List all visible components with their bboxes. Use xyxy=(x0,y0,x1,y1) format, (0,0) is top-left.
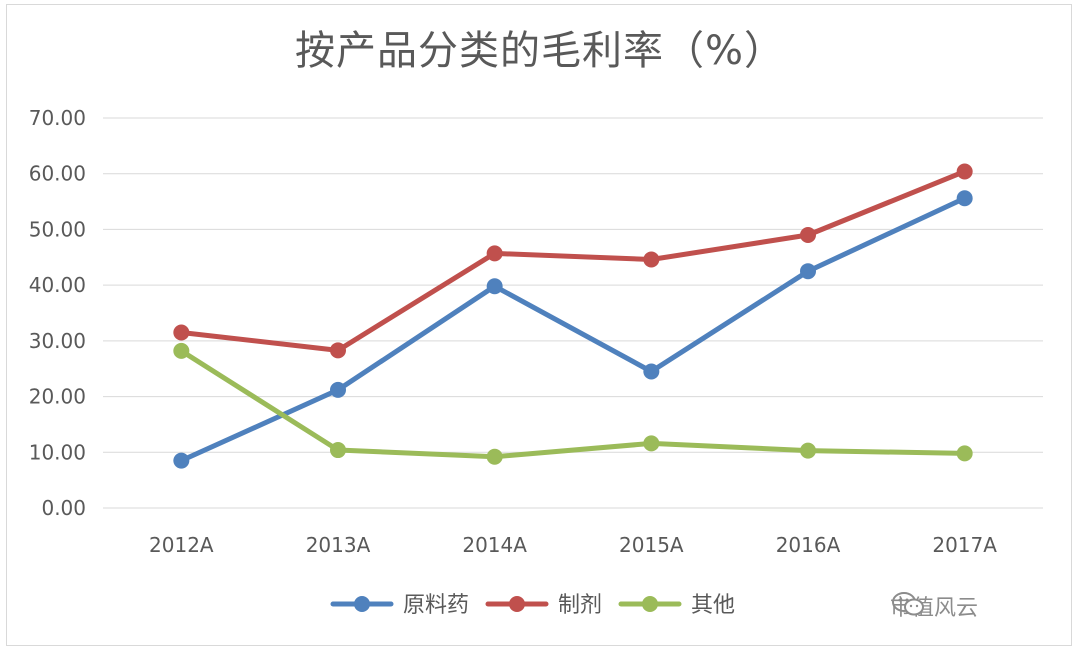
x-tick-label: 2016A xyxy=(776,533,841,557)
series-line-2 xyxy=(178,168,968,353)
data-point xyxy=(330,442,346,459)
data-point xyxy=(173,324,190,341)
chart-title: 按产品分类的毛利率（%） xyxy=(294,28,785,74)
data-point xyxy=(956,445,973,462)
data-point xyxy=(486,245,503,262)
x-tick-label: 2013A xyxy=(306,533,371,557)
x-tick-label: 2014A xyxy=(462,533,527,557)
legend-label: 制剂 xyxy=(558,593,602,618)
data-point xyxy=(956,163,973,180)
data-point xyxy=(800,227,816,243)
y-tick-label: 20.00 xyxy=(29,385,86,409)
data-point xyxy=(800,442,816,459)
wechat-icon xyxy=(892,592,924,616)
y-tick-label: 60.00 xyxy=(29,162,86,186)
data-point xyxy=(643,363,660,380)
legend-marker xyxy=(354,596,370,612)
data-point xyxy=(643,251,660,268)
data-point xyxy=(643,435,660,452)
data-point xyxy=(486,448,503,465)
x-tick-label: 2012A xyxy=(149,533,214,557)
y-tick-label: 50.00 xyxy=(29,217,86,241)
data-point xyxy=(173,452,190,469)
x-tick-label: 2015A xyxy=(619,533,684,557)
y-tick-label: 10.00 xyxy=(29,440,86,464)
y-tick-label: 70.00 xyxy=(29,106,86,130)
data-point xyxy=(330,342,346,359)
data-point xyxy=(173,342,190,359)
y-tick-label: 40.00 xyxy=(29,273,86,297)
data-point xyxy=(956,190,973,207)
series-line-1 xyxy=(178,195,968,464)
watermark: 市值风云 xyxy=(890,590,978,622)
series-line-3 xyxy=(178,348,968,460)
data-point xyxy=(486,278,503,295)
legend-label: 原料药 xyxy=(403,593,469,618)
legend-label: 其他 xyxy=(691,593,735,618)
legend-marker xyxy=(509,596,525,612)
x-tick-label: 2017A xyxy=(932,533,997,557)
legend-marker xyxy=(642,596,658,612)
data-point xyxy=(330,381,346,398)
data-point xyxy=(800,263,816,280)
y-tick-label: 0.00 xyxy=(41,496,86,520)
y-tick-label: 30.00 xyxy=(29,329,86,353)
